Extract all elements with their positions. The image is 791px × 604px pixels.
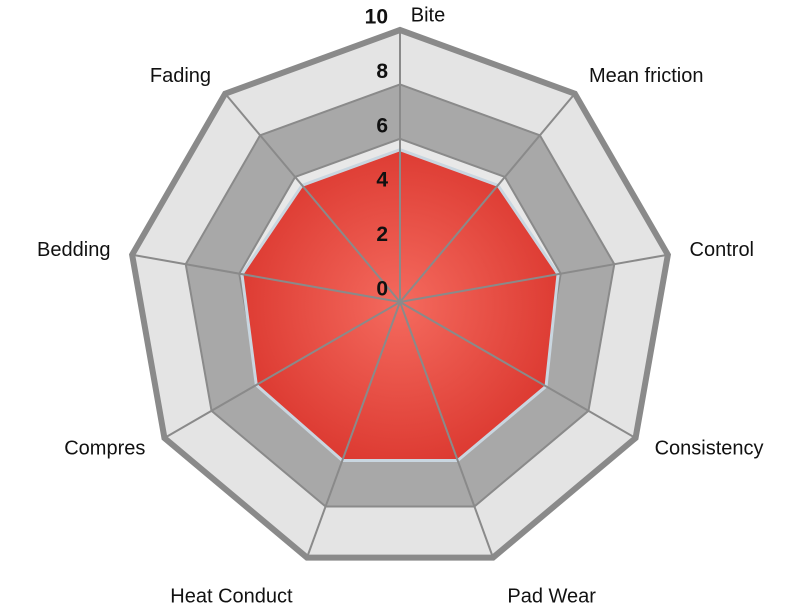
category-label: Bedding bbox=[37, 239, 110, 261]
category-label: Control bbox=[690, 239, 754, 261]
category-label: Consistency bbox=[655, 437, 764, 459]
category-label: Fading bbox=[150, 65, 211, 87]
category-label: Compres bbox=[64, 437, 145, 459]
chart: Bite Mean friction Control Consistency Pad W… bbox=[0, 0, 791, 604]
tick-label: 0 bbox=[376, 278, 388, 301]
tick-label: 8 bbox=[376, 60, 388, 83]
category-label: Mean friction bbox=[589, 65, 704, 87]
category-label: Heat Conduct bbox=[170, 585, 293, 604]
category-label: Bite bbox=[411, 4, 445, 26]
tick-label: 2 bbox=[376, 223, 388, 246]
tick-label: 10 bbox=[365, 6, 388, 29]
tick-label: 4 bbox=[376, 169, 388, 192]
category-label: Pad Wear bbox=[507, 585, 596, 604]
tick-label: 6 bbox=[376, 114, 388, 137]
